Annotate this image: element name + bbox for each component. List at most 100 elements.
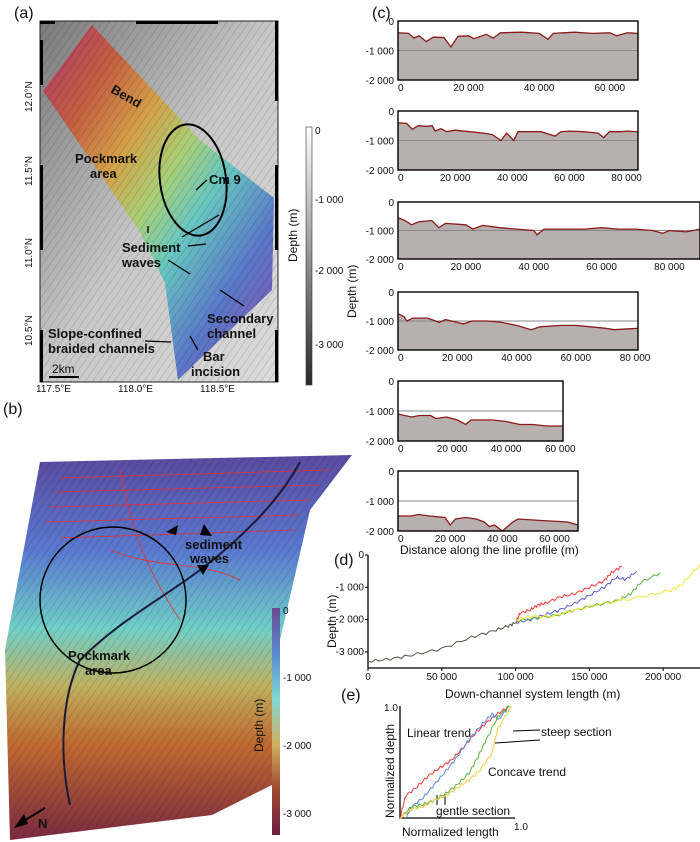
annotation-arrows [144,179,245,351]
map-a-ellipse [158,123,228,237]
annotation-secondary-channel: channel [207,326,256,341]
panel-label-e: (e) [341,687,361,704]
series-blue [405,705,510,819]
x-tick-label: 80 000 [620,353,651,364]
map-a-bathymetry-texture [43,25,274,380]
x-tick-label: 200 000 [645,672,682,683]
panel-label-d: (d) [334,552,354,569]
y-tick-label: -1 000 [366,407,395,418]
e-ytick-max: 1.0 [384,703,398,714]
y-tick-label: -1 000 [366,137,395,148]
x-tick-label: 20 000 [442,353,473,364]
y-tick-label: -2 000 [366,76,395,87]
profile-area [398,32,638,80]
series-green [515,572,661,623]
series-red [399,705,510,819]
profile-line [398,513,579,532]
lat-tick: 11.0°N [24,238,35,268]
e-annotation-concave: Concave trend [488,765,566,779]
e-xtick-max: 1.0 [514,822,528,833]
north-label: N [38,816,47,831]
y-tick-label: 0 [388,198,394,209]
lon-tick: 117.5°E [36,384,71,395]
y-tick-label: -2 000 [366,255,395,266]
lat-tick: 12.0°N [24,81,35,112]
y-tick-label: 0 [388,377,394,388]
y-tick-label: -1 000 [366,497,395,508]
colorbar-tick: -2 000 [283,741,312,752]
colorbar-tick: -3 000 [315,340,344,351]
x-tick-label: 20 000 [453,83,484,94]
colorbar-b [272,608,280,835]
arrow-icons [166,524,212,575]
c-xlabel: Distance along the line profile (m) [400,543,579,557]
x-tick-label: 60 000 [545,444,576,455]
series-red [515,565,622,624]
y-tick-label: -1 000 [366,317,395,328]
x-tick-label: 40 000 [497,173,528,184]
map-b-texture [5,455,352,840]
e-annotation-steep: steep section [541,725,612,739]
x-tick-label: 0 [398,534,404,545]
depth-profile-chart: 0 -1 000 -2 000 -3 000 0 50 000 100 000 150 000… [336,550,700,683]
map-b-profile-lines [44,469,331,621]
profile-frame [397,291,639,351]
profile-line [397,122,639,142]
y-tick-label: 0 [388,288,394,299]
x-tick-label: 60 000 [586,262,617,273]
x-tick-label: 20 000 [435,534,466,545]
x-tick-label: 40 000 [501,353,532,364]
annotation-pockmark: area [90,166,118,181]
y-tick-label: -1 000 [366,47,395,58]
x-tick-label: 40 000 [524,83,555,94]
series-green [399,705,510,819]
panel-label-a: (a) [14,5,34,22]
colorbar-tick: -3 000 [283,809,312,820]
lat-tick: 10.5°N [24,315,35,346]
lon-tick: 118.0°E [118,384,153,395]
north-arrow-icon [14,807,46,828]
profile-area [398,414,563,441]
annotation-pockmark: area [85,663,113,678]
map-b-channel-line [62,461,301,806]
profile-line [397,31,639,49]
x-tick-label: 60 000 [539,534,570,545]
lon-tick: 118.5°E [200,384,235,395]
profile-line [397,313,639,331]
y-tick-label: -2 000 [366,527,395,538]
map-b-circle [39,526,187,674]
colorbar-title: Depth (m) [252,699,266,752]
annotation-slope-confined: Slope-confined [48,326,142,341]
series-blue [515,570,637,624]
colorbar-tick: 0 [283,606,289,617]
colorbar-a [305,126,313,386]
y-tick-label: -1 000 [366,227,395,238]
x-tick-label: 20 000 [440,173,471,184]
y-tick-label: 0 [388,107,394,118]
axes [367,555,700,669]
y-tick-label: -2 000 [366,437,395,448]
y-tick-label: -3 000 [336,647,365,658]
profile-area [398,313,638,350]
panel-b: (b) sediment waves Pockmark area N 0 -1 … [3,401,352,840]
y-tick-label: -1 000 [336,582,365,593]
y-tick-label: -2 000 [366,346,395,357]
scale-bar-label: 2km [52,362,75,376]
e-ylabel: Normalized depth [383,724,397,818]
y-tick-label: -2 000 [366,166,395,177]
d-xlabel: Down-channel system length (m) [445,687,620,701]
lat-tick: 11.5°N [24,156,35,186]
profile-area [398,217,700,259]
panel-label-c: (c) [372,5,391,22]
annotation-secondary-channel: Secondary [207,311,274,326]
annotation-cm9: Cm 9 [209,172,241,187]
x-tick-label: 80 000 [654,262,685,273]
normalized-profile-chart [399,705,515,819]
y-tick-label: 0 [388,467,394,478]
